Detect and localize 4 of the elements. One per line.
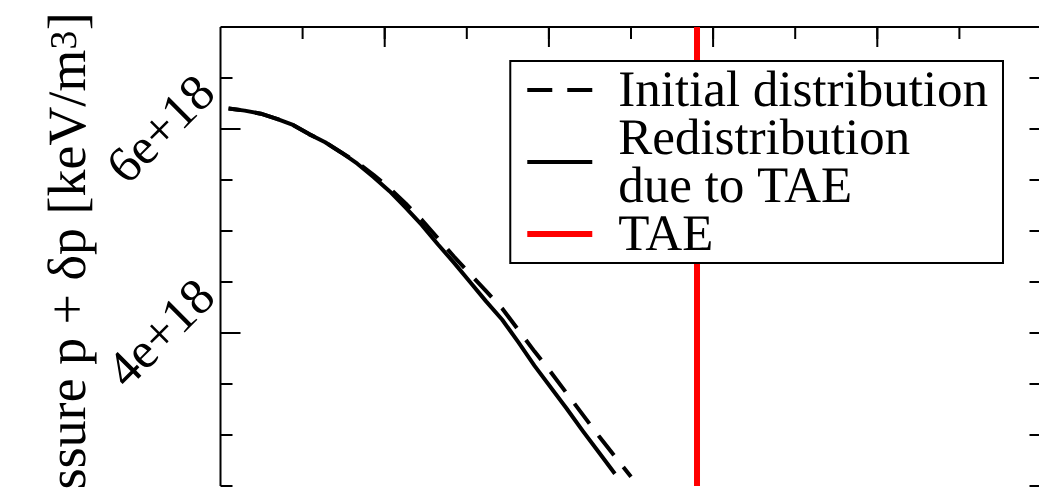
y-axis-title: ssure p + δp [keV/m$^{3}$]: [47, 16, 97, 488]
legend-label: Redistribution due to TAE: [619, 118, 910, 203]
annotation: TAE: [619, 216, 711, 250]
legend-label: Initial distribution: [620, 70, 988, 107]
